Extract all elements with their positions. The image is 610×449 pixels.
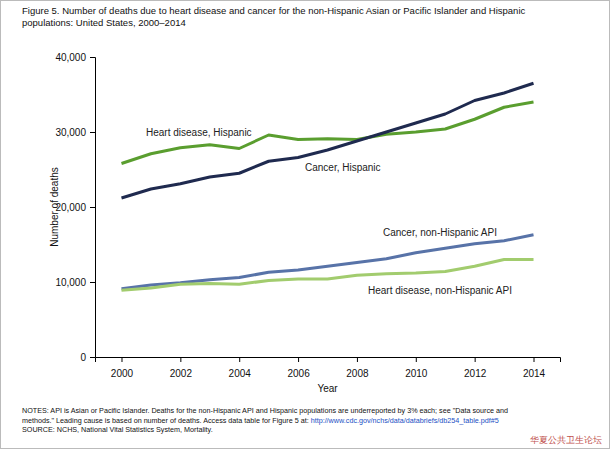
title-line: populations: United States, 2000–2014 bbox=[22, 17, 186, 28]
tick-mark bbox=[475, 357, 476, 362]
chart: Figure 5. Number of deaths due to heart … bbox=[0, 0, 610, 449]
frame-border bbox=[1, 1, 610, 449]
source: SOURCE: NCHS, National Vital Statistics … bbox=[22, 425, 213, 434]
series-line bbox=[121, 102, 533, 164]
tick-label: 2002 bbox=[170, 368, 193, 379]
tick-label: 30,000 bbox=[55, 127, 86, 138]
tick: 2000 bbox=[111, 357, 134, 379]
note-line: NOTES: API is Asian or Pacific Islander.… bbox=[22, 406, 508, 415]
tick-label: 2000 bbox=[111, 368, 134, 379]
note-text: NOTES: API is Asian or Pacific Islander.… bbox=[22, 406, 508, 415]
series-label: Heart disease, Hispanic bbox=[146, 127, 252, 138]
tick-label: 2010 bbox=[405, 368, 428, 379]
tick-label: 10,000 bbox=[55, 277, 86, 288]
watermark: 华夏公共卫生论坛 bbox=[530, 435, 602, 445]
tick: 2002 bbox=[170, 357, 193, 379]
tick-mark bbox=[357, 357, 358, 362]
tick: 2008 bbox=[346, 357, 369, 379]
tick-mark bbox=[416, 357, 417, 362]
tick-mark bbox=[90, 132, 95, 133]
tick: 20,000 bbox=[55, 202, 95, 213]
series-label: Cancer, Hispanic bbox=[305, 162, 381, 173]
series-line bbox=[121, 235, 533, 289]
tick: 2004 bbox=[229, 357, 252, 379]
tick-mark bbox=[534, 357, 535, 362]
x-axis: 2000 2002 2004 2006 2008 2010 2012 2014 bbox=[96, 357, 561, 379]
tick-label: 40,000 bbox=[55, 52, 86, 63]
axis-line bbox=[90, 58, 96, 358]
tick: 0 bbox=[80, 352, 95, 363]
tick: 40,000 bbox=[55, 52, 95, 63]
tick-label: 2006 bbox=[287, 368, 310, 379]
title: Figure 5. Number of deaths due to heart … bbox=[22, 5, 526, 28]
note-url: http://www.cdc.gov/nchs/data/databriefs/… bbox=[311, 416, 499, 425]
tick-label: 20,000 bbox=[55, 202, 86, 213]
series-label: Cancer, non-Hispanic API bbox=[383, 227, 497, 238]
y-axis: 0 10,000 20,000 30,000 40,000 bbox=[55, 52, 95, 363]
tick-mark bbox=[121, 357, 122, 362]
tick-mark bbox=[90, 357, 95, 358]
title-line: Figure 5. Number of deaths due to heart … bbox=[22, 5, 526, 16]
tick: 2010 bbox=[405, 357, 428, 379]
x-axis-title: Year bbox=[317, 383, 338, 394]
tick-mark bbox=[90, 282, 95, 283]
tick: 2006 bbox=[287, 357, 310, 379]
note-text: methods." Leading cause is based on numb… bbox=[22, 416, 311, 425]
tick-label: 2004 bbox=[229, 368, 252, 379]
note-line: methods." Leading cause is based on numb… bbox=[22, 416, 499, 425]
tick-label: 2008 bbox=[346, 368, 369, 379]
tick-label: 0 bbox=[80, 352, 86, 363]
tick-mark bbox=[90, 207, 95, 208]
tick-mark bbox=[298, 357, 299, 362]
tick: 10,000 bbox=[55, 277, 95, 288]
tick: 30,000 bbox=[55, 127, 95, 138]
tick-mark bbox=[90, 57, 95, 58]
series-label: Heart disease, non-Hispanic API bbox=[368, 285, 512, 296]
tick-mark bbox=[180, 357, 181, 362]
notes: NOTES: API is Asian or Pacific Islander.… bbox=[22, 406, 508, 425]
tick: 2014 bbox=[523, 357, 546, 379]
tick-mark bbox=[239, 357, 240, 362]
y-axis-title: Number of deaths bbox=[49, 167, 60, 247]
tick-label: 2012 bbox=[464, 368, 487, 379]
tick-label: 2014 bbox=[523, 368, 546, 379]
tick: 2012 bbox=[464, 357, 487, 379]
series-line bbox=[121, 83, 533, 198]
axis-line bbox=[96, 358, 561, 363]
lines bbox=[121, 83, 533, 290]
